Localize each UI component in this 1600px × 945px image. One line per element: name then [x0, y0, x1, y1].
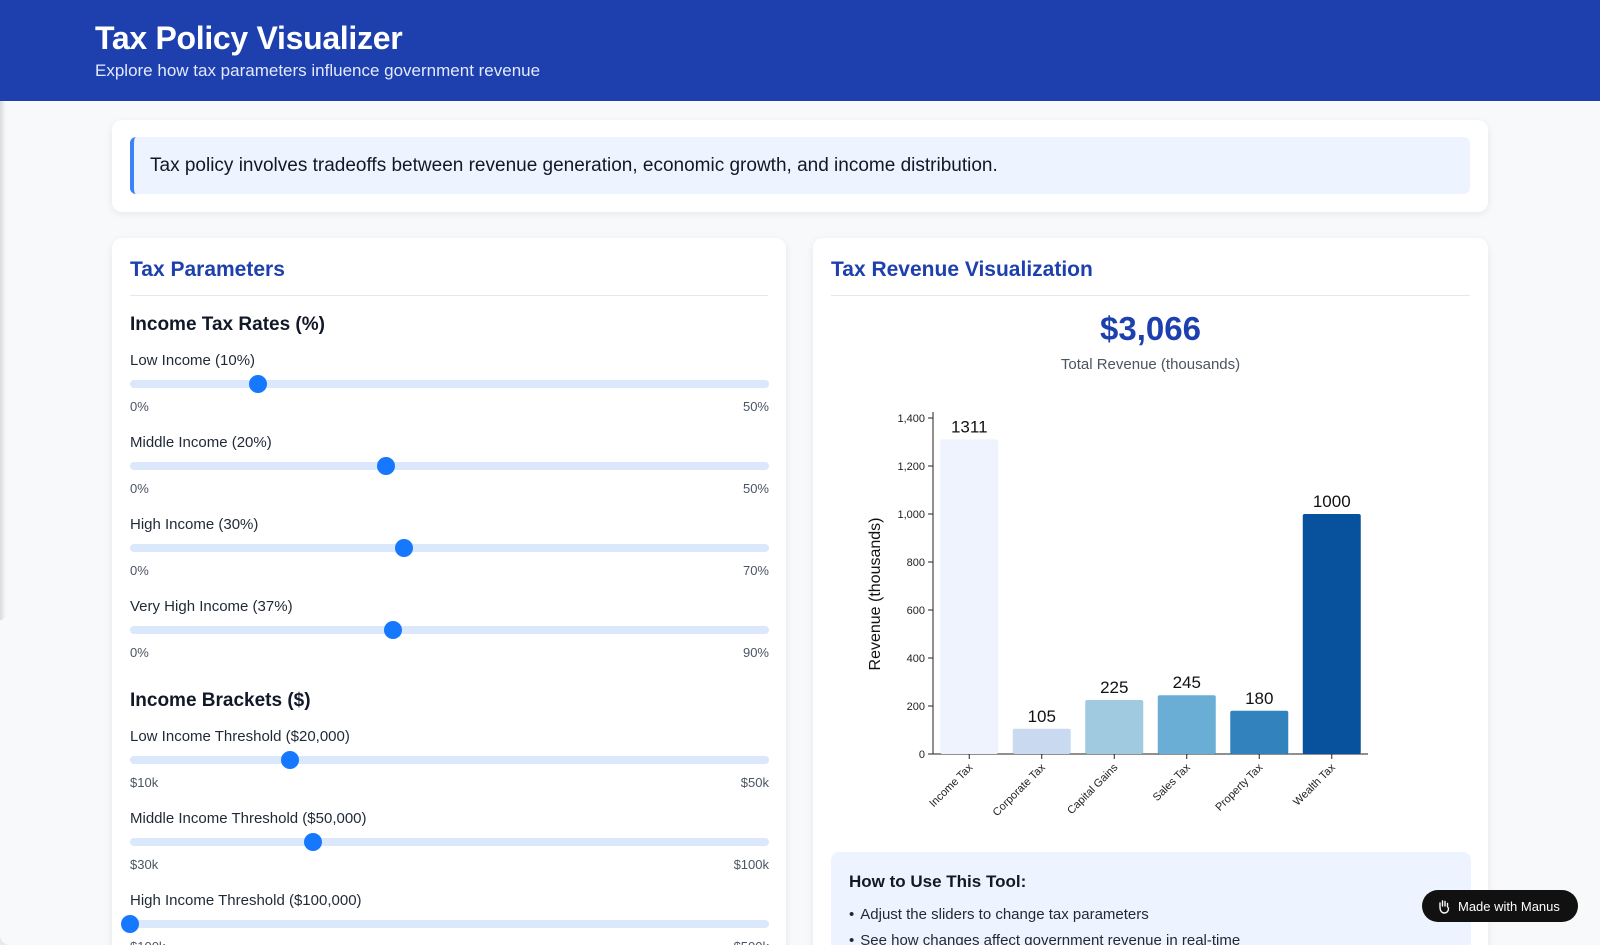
y-tick-label: 1,000	[897, 509, 925, 521]
slider-min-label: $30k	[130, 857, 159, 872]
slider-max-label: $50k	[740, 775, 769, 790]
y-tick-label: 1,400	[897, 413, 925, 425]
y-axis-label: Revenue (thousands)	[867, 518, 884, 671]
slider-track[interactable]	[130, 544, 769, 552]
y-tick-label: 200	[907, 701, 925, 713]
how-to-list: Adjust the sliders to change tax paramet…	[849, 906, 1240, 945]
slider-thumb[interactable]	[303, 833, 322, 851]
how-to-item: Adjust the sliders to change tax paramet…	[849, 906, 1240, 932]
x-tick-label: Income Tax	[927, 761, 975, 809]
slider-control: Low Income (10%) 0% 50%	[130, 352, 769, 414]
bar	[1157, 695, 1216, 754]
slider-max-label: $100k	[733, 857, 769, 872]
slider-label: High Income (30%)	[130, 516, 259, 533]
slider-control: Low Income Threshold ($20,000) $10k $50k	[130, 728, 769, 790]
bar-value-label: 1311	[951, 417, 988, 436]
bar	[1230, 710, 1289, 754]
slider-label: Middle Income (20%)	[130, 434, 272, 451]
slider-track[interactable]	[130, 838, 769, 846]
title-divider	[130, 295, 768, 296]
page-title: Tax Policy Visualizer	[95, 20, 403, 56]
y-tick-label: 1,200	[897, 461, 925, 473]
slider-label: Very High Income (37%)	[130, 598, 293, 615]
y-tick-label: 800	[907, 557, 925, 569]
bar-value-label: 1000	[1313, 492, 1351, 511]
bar	[940, 439, 999, 754]
slider-control: High Income (30%) 0% 70%	[130, 516, 769, 578]
slider-max-label: $500k	[734, 939, 769, 945]
slider-label: Low Income (10%)	[130, 352, 256, 369]
slider-thumb[interactable]	[383, 621, 402, 639]
x-tick-label: Corporate Tax	[991, 761, 1049, 818]
slider-min-label: $10k	[130, 775, 159, 790]
how-to-item: See how changes affect government revenu…	[849, 932, 1240, 945]
panel-title: Tax Parameters	[130, 258, 285, 281]
slider-track[interactable]	[130, 920, 769, 928]
title-divider	[831, 295, 1470, 296]
slider-thumb[interactable]	[280, 751, 299, 769]
slider-max-label: 90%	[742, 645, 769, 660]
slider-min-label: 0%	[130, 481, 149, 496]
bar	[1012, 728, 1071, 754]
slider-thumb[interactable]	[376, 457, 395, 475]
y-tick-label: 0	[919, 749, 925, 761]
slider-control: Very High Income (37%) 0% 90%	[130, 598, 769, 660]
slider-track[interactable]	[130, 462, 769, 470]
slider-track[interactable]	[130, 626, 769, 634]
income-tax-rates-heading: Income Tax Rates (%)	[130, 314, 325, 335]
bar	[1085, 700, 1144, 754]
y-tick-label: 600	[907, 605, 925, 617]
tax-parameters-panel: Tax Parameters Income Tax Rates (%) Low …	[112, 238, 786, 945]
slider-thumb[interactable]	[121, 915, 139, 933]
slider-min-label: 0%	[130, 645, 149, 660]
x-tick-label: Wealth Tax	[1291, 761, 1338, 808]
slider-label: Middle Income Threshold ($50,000)	[130, 810, 367, 827]
slider-control: High Income Threshold ($100,000) $100k $50…	[121, 892, 769, 945]
slider-track[interactable]	[130, 380, 769, 388]
x-tick-label: Property Tax	[1213, 761, 1265, 813]
slider-label: Low Income Threshold ($20,000)	[130, 728, 350, 745]
y-tick-label: 400	[907, 653, 925, 665]
page-header: Tax Policy Visualizer Explore how tax pa…	[0, 0, 1600, 101]
x-tick-label: Sales Tax	[1151, 761, 1193, 803]
slider-max-label: 70%	[742, 563, 769, 578]
badge-label: Made with Manus	[1458, 898, 1560, 914]
total-revenue-value: $3,066	[1100, 310, 1201, 347]
page-subtitle: Explore how tax parameters influence gov…	[95, 61, 541, 80]
intro-note: Tax policy involves tradeoffs between re…	[130, 137, 1470, 194]
x-tick-label: Capital Gains	[1065, 761, 1121, 817]
slider-min-label: 0%	[130, 399, 149, 414]
slider-max-label: 50%	[742, 399, 769, 414]
bar-value-label: 180	[1245, 689, 1273, 708]
slider-control: Middle Income Threshold ($50,000) $30k $10…	[130, 810, 769, 872]
panel-title: Tax Revenue Visualization	[831, 258, 1093, 281]
bar-value-label: 245	[1173, 673, 1201, 692]
slider-label: High Income Threshold ($100,000)	[130, 892, 362, 909]
bar-value-label: 225	[1100, 678, 1128, 697]
bar-value-label: 105	[1028, 707, 1056, 726]
bar	[1302, 514, 1361, 754]
manus-hand-icon	[1439, 900, 1450, 914]
slider-min-label: 0%	[130, 563, 149, 578]
tax-revenue-panel: Tax Revenue Visualization $3,066 Total R…	[813, 238, 1488, 945]
slider-thumb[interactable]	[248, 375, 267, 393]
slider-max-label: 50%	[742, 481, 769, 496]
window-edge-shadow	[0, 100, 6, 620]
slider-min-label: $100k	[130, 939, 165, 945]
slider-thumb[interactable]	[394, 539, 413, 557]
slider-track[interactable]	[130, 756, 769, 764]
intro-card: Tax policy involves tradeoffs between re…	[112, 120, 1488, 212]
revenue-bar-chart: 0 200 400 600 800 1,000 1,200 1,400 Revenue (tho…	[867, 412, 1368, 818]
slider-control: Middle Income (20%) 0% 50%	[130, 434, 769, 496]
how-to-box: How to Use This Tool: Adjust the sliders…	[831, 852, 1471, 945]
total-revenue-label: Total Revenue (thousands)	[1060, 356, 1241, 373]
made-with-manus-badge[interactable]: Made with Manus	[1422, 890, 1578, 922]
how-to-title: How to Use This Tool:	[849, 872, 1027, 891]
income-brackets-heading: Income Brackets ($)	[130, 690, 311, 711]
